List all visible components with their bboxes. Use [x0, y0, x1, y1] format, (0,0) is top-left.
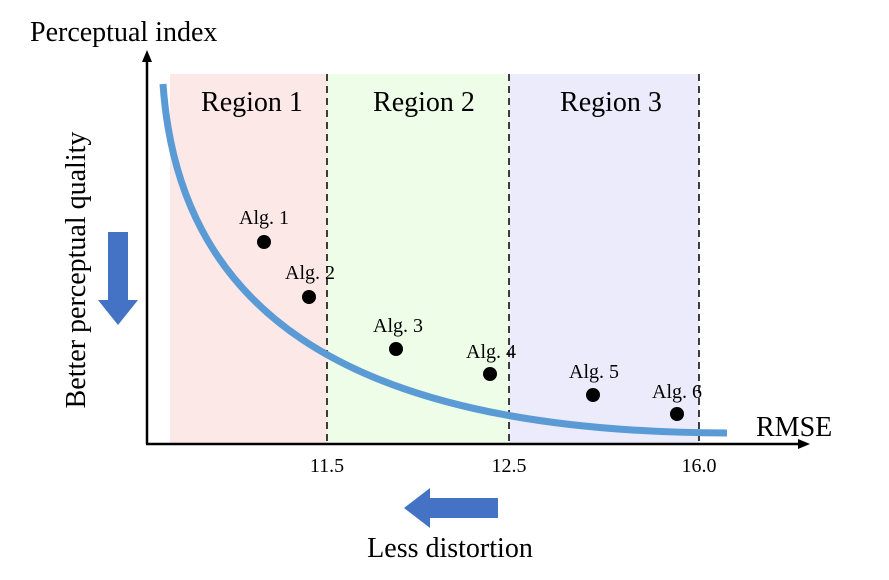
x-tick-label-11-5: 11.5	[310, 455, 344, 477]
alg-5-dot	[586, 388, 600, 402]
alg-1-point: Alg. 1	[239, 207, 289, 249]
alg-6-label: Alg. 6	[652, 381, 702, 403]
alg-3-point: Alg. 3	[373, 315, 423, 356]
alg-3-label: Alg. 3	[373, 315, 423, 337]
x-tick-label-16-0: 16.0	[682, 455, 717, 477]
region-2-label: Region 2	[373, 87, 475, 118]
down-arrow-icon	[98, 232, 138, 325]
alg-2-dot	[302, 290, 316, 304]
alg-4-dot	[483, 367, 497, 381]
alg-1-label: Alg. 1	[239, 207, 289, 229]
x-tick-label-12-5: 12.5	[492, 455, 527, 477]
alg-6-point: Alg. 6	[652, 381, 702, 421]
y-axis-side-label: Better perceptual quality	[61, 132, 92, 409]
alg-4-label: Alg. 4	[466, 341, 516, 363]
alg-1-dot	[257, 235, 271, 249]
tradeoff-curve	[159, 83, 728, 437]
left-arrow-icon	[404, 488, 498, 528]
region-3-label: Region 3	[560, 87, 662, 118]
y-axis-title: Perceptual index	[30, 17, 217, 48]
region-1-label: Region 1	[201, 87, 303, 118]
alg-5-point: Alg. 5	[569, 361, 619, 402]
alg-4-point: Alg. 4	[466, 341, 516, 381]
alg-3-dot	[389, 342, 403, 356]
x-axis-bottom-label: Less distortion	[367, 533, 533, 564]
alg-2-label: Alg. 2	[285, 262, 335, 284]
alg-2-point: Alg. 2	[285, 262, 335, 304]
region-2-band	[327, 74, 509, 444]
region-1-band	[170, 74, 327, 444]
x-axis-title: RMSE	[756, 412, 832, 443]
y-axis-arrowhead	[142, 50, 152, 62]
alg-6-dot	[670, 407, 684, 421]
alg-5-label: Alg. 5	[569, 361, 619, 383]
x-axis-arrowhead	[798, 439, 810, 449]
region-3-band	[509, 74, 699, 444]
